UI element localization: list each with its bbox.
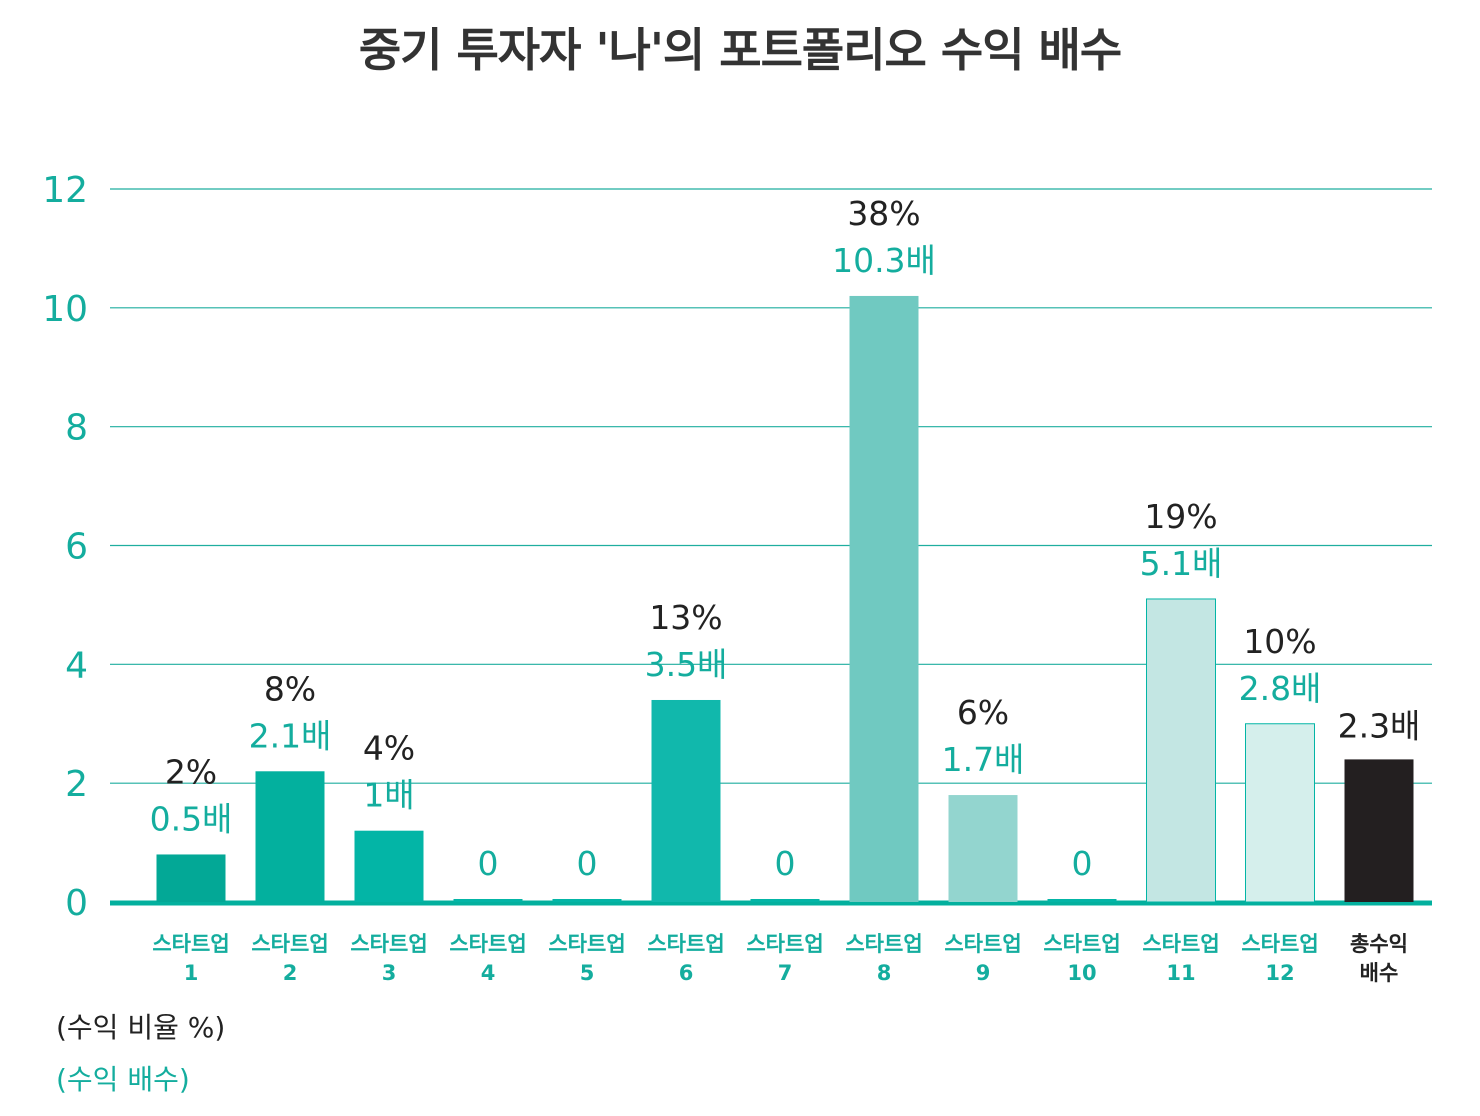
bar [750, 899, 820, 902]
bar [948, 795, 1018, 902]
bar [849, 295, 919, 902]
multiple-label: 0 [775, 844, 796, 883]
bar [1146, 598, 1216, 903]
y-tick-label: 4 [65, 645, 88, 686]
bar [156, 854, 226, 902]
multiple-label: 3.5배 [645, 645, 728, 684]
multiple-label: 5.1배 [1140, 544, 1223, 583]
multiple-label: 0.5배 [150, 799, 233, 838]
category-label: 스타트업 [944, 932, 1021, 956]
category-label: 스타트업 [350, 932, 427, 956]
y-tick-label: 10 [42, 289, 88, 330]
bar [255, 771, 325, 902]
category-label: 11 [1166, 961, 1195, 985]
category-label: 스타트업 [1241, 932, 1318, 956]
category-label: 스타트업 [251, 932, 328, 956]
category-label: 8 [877, 961, 892, 985]
legend-multiple: (수익 배수) [56, 1063, 190, 1096]
percent-label: 6% [957, 693, 1009, 732]
bar [453, 899, 523, 902]
category-label: 스타트업 [746, 932, 823, 956]
category-label: 스타트업 [152, 932, 229, 956]
category-label: 스타트업 [1043, 932, 1120, 956]
category-label: 스타트업 [647, 932, 724, 956]
x-axis-categories: 스타트업 1 스타트업 2 스타트업 3 스타트업 4 스타트업 5 스타트업 6 스타트업 7 스타트업 8… [152, 932, 1408, 985]
percent-label: 10% [1243, 622, 1316, 661]
category-label: 스타트업 [449, 932, 526, 956]
y-tick-label: 8 [65, 408, 88, 449]
multiple-label: 0 [478, 844, 499, 883]
category-label: 배수 [1360, 961, 1399, 985]
category-label: 12 [1265, 961, 1294, 985]
y-tick-label: 2 [65, 764, 88, 805]
category-label: 4 [481, 961, 496, 985]
bar [354, 830, 424, 902]
category-label: 9 [976, 961, 991, 985]
multiple-label: 1.7배 [942, 740, 1025, 779]
percent-label: 13% [649, 598, 722, 637]
category-label: 2 [283, 961, 298, 985]
category-label: 6 [679, 961, 694, 985]
category-label: 1 [184, 961, 199, 985]
multiple-label: 2.1배 [249, 716, 332, 755]
y-tick-label: 0 [65, 883, 88, 924]
y-tick-label: 12 [42, 170, 88, 211]
bar [1245, 723, 1315, 903]
percent-label: 2% [165, 752, 217, 791]
percent-label: 4% [363, 729, 415, 768]
bar [1047, 899, 1117, 902]
y-tick-label: 6 [65, 527, 88, 568]
percent-label: 19% [1144, 497, 1217, 536]
category-label: 스타트업 [1142, 932, 1219, 956]
multiple-label: 0 [577, 844, 598, 883]
bar [552, 899, 622, 902]
bars [156, 295, 1414, 903]
percent-label: 8% [264, 669, 316, 708]
percent-label: 38% [847, 194, 920, 233]
data-labels: 0.5배 2% 2.1배 8% 1배 4% 0 0 3.5배 13% 0 10.3배 38% 1.7배 6%… [150, 194, 1421, 883]
bar [651, 699, 721, 902]
multiple-label: 2.8배 [1239, 669, 1322, 708]
category-label: 총수익 [1350, 932, 1408, 956]
bar [1344, 759, 1414, 902]
category-label: 3 [382, 961, 397, 985]
category-label: 10 [1067, 961, 1096, 985]
category-label: 스타트업 [845, 932, 922, 956]
y-axis-ticks: 0 2 4 6 8 10 12 [42, 170, 88, 924]
multiple-label: 0 [1072, 844, 1093, 883]
category-label: 7 [778, 961, 793, 985]
chart-title: 중기 투자자 '나'의 포트폴리오 수익 배수 [358, 23, 1122, 77]
multiple-label: 2.3배 [1338, 706, 1421, 745]
multiple-label: 1배 [363, 776, 414, 815]
multiple-label: 10.3배 [832, 241, 936, 280]
category-label: 5 [580, 961, 595, 985]
gridlines [110, 188, 1432, 906]
category-label: 스타트업 [548, 932, 625, 956]
legend-percent: (수익 비율 %) [56, 1011, 226, 1044]
